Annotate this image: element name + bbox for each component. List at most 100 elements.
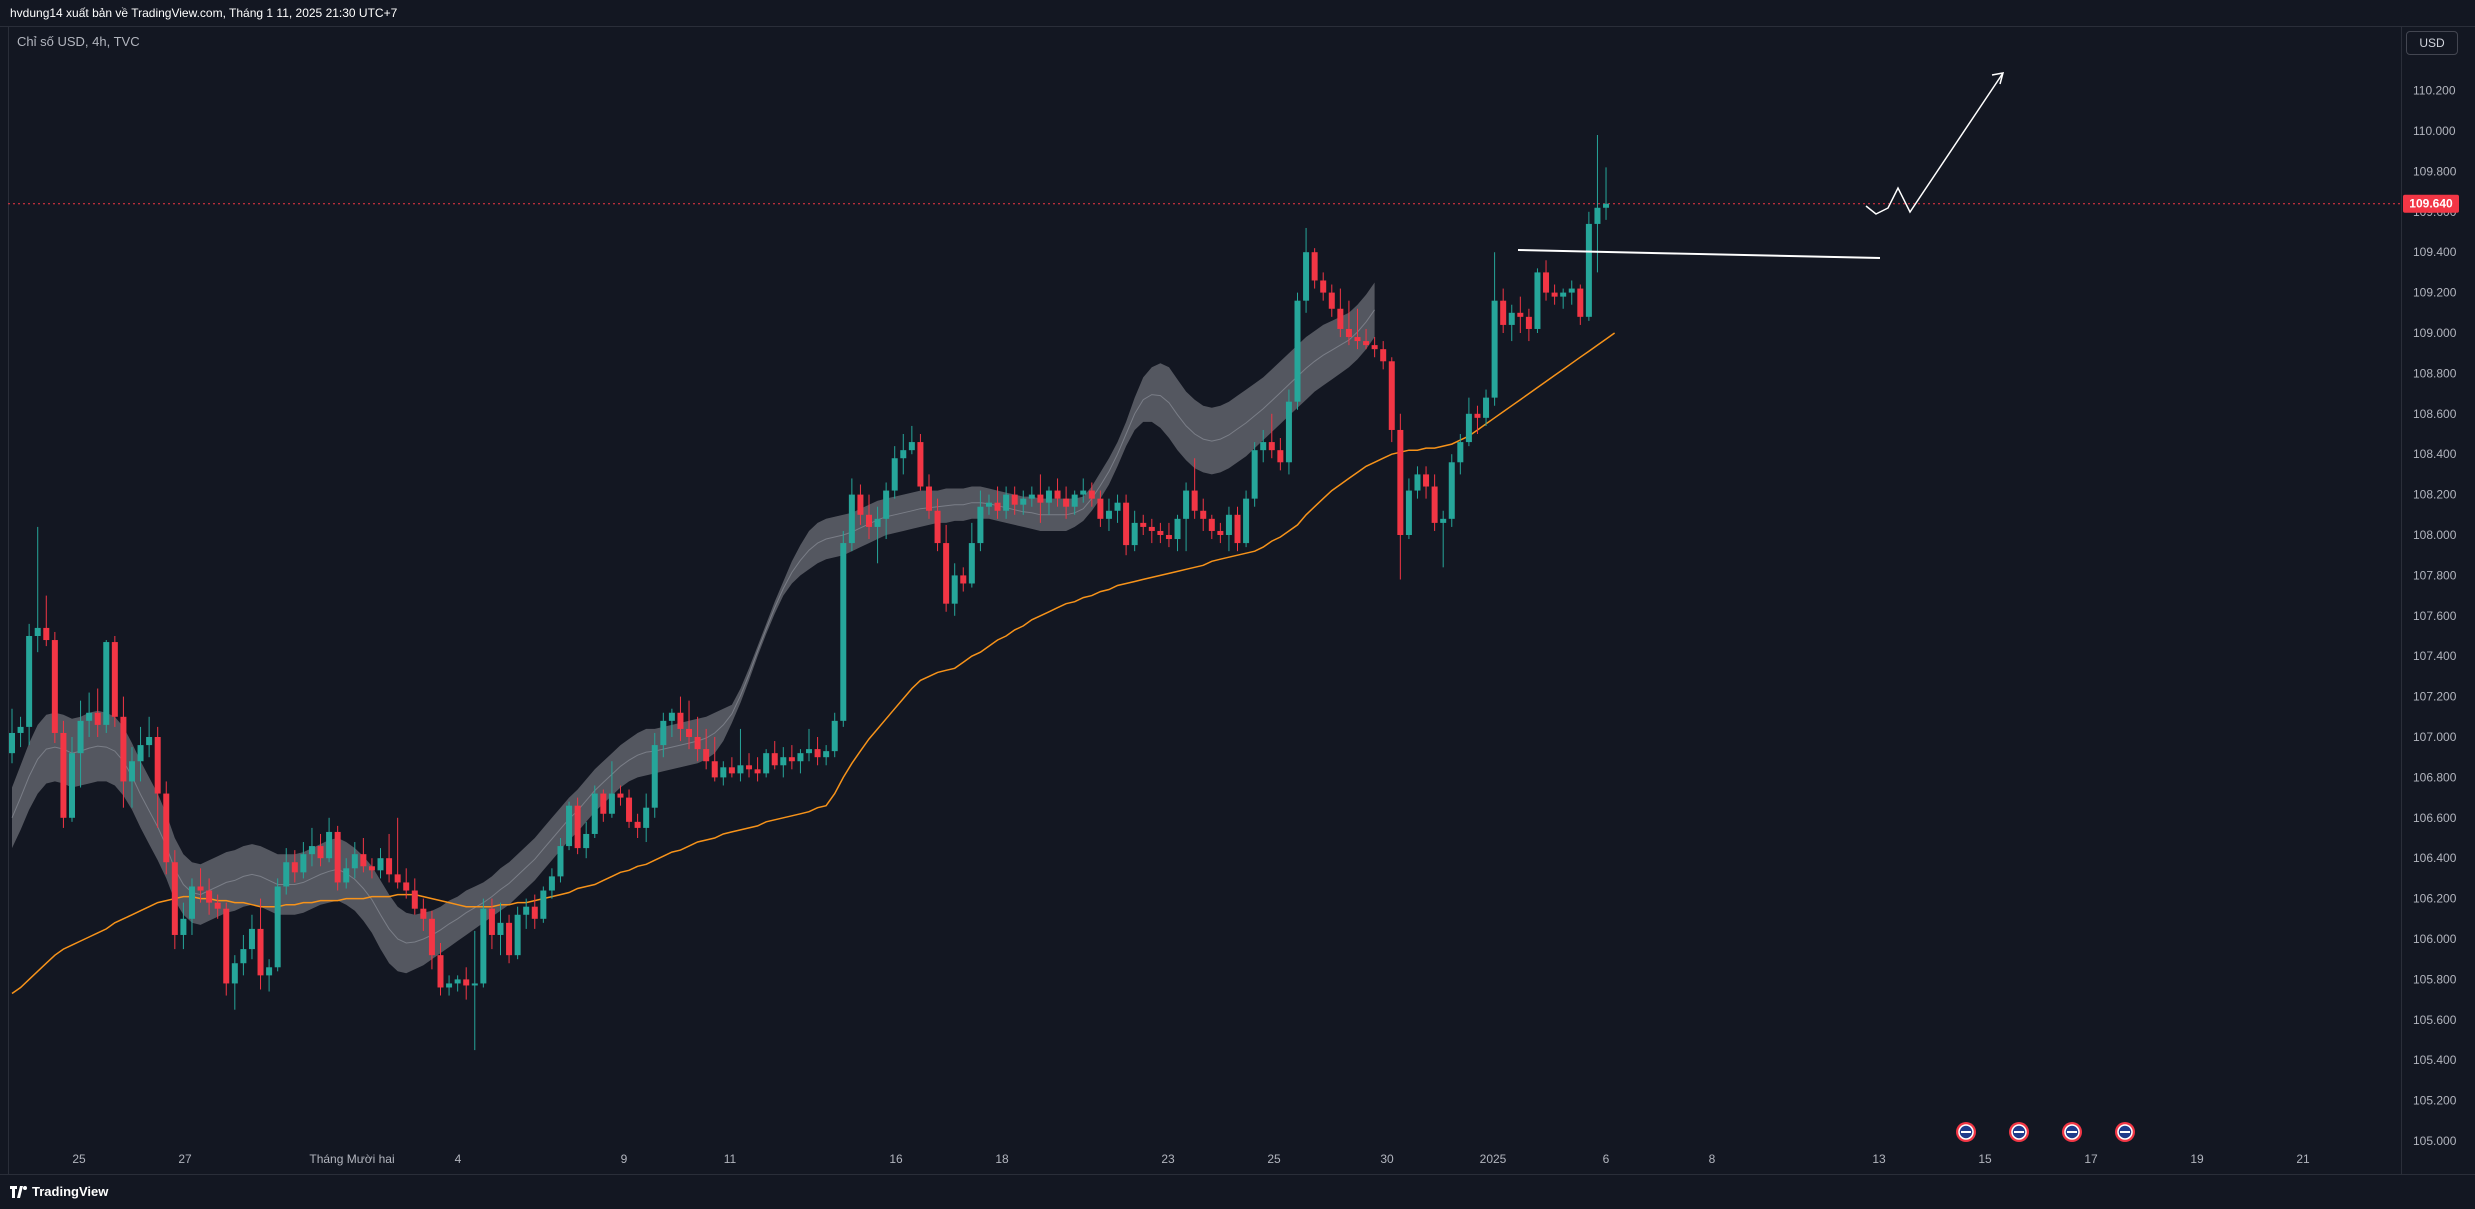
candle — [806, 728, 813, 762]
candle-body — [1594, 207, 1601, 224]
candle — [1165, 522, 1172, 548]
candle-body — [411, 890, 418, 909]
candle-body — [985, 502, 992, 507]
candle-body — [1457, 442, 1464, 463]
y-tick-label: 105.600 — [2413, 1013, 2457, 1027]
candle-body — [908, 442, 915, 451]
candle — [591, 785, 598, 838]
y-tick-label: 109.400 — [2413, 245, 2457, 259]
candle — [386, 833, 393, 883]
candle-body — [1105, 510, 1112, 519]
candle-body — [1328, 292, 1335, 309]
us-flag-event-icon[interactable] — [2115, 1122, 2135, 1142]
candle-body — [1028, 494, 1035, 499]
candle-body — [1183, 490, 1190, 519]
candle — [514, 906, 521, 960]
candle — [540, 886, 547, 923]
y-tick-label: 109.000 — [2413, 326, 2457, 340]
candle-body — [197, 886, 204, 891]
candle-body — [797, 753, 804, 762]
y-tick-label: 107.400 — [2413, 649, 2457, 663]
candle-body — [1063, 498, 1070, 507]
candle — [291, 850, 298, 883]
candle-body — [1003, 494, 1010, 511]
candle — [1500, 288, 1507, 333]
candle-body — [480, 908, 487, 984]
candle — [548, 868, 555, 899]
candle-body — [214, 902, 221, 909]
candle — [214, 894, 221, 919]
candle-body — [1277, 450, 1284, 463]
candle — [1483, 389, 1490, 426]
candle — [874, 506, 881, 564]
candle — [1037, 474, 1044, 523]
candle-body — [574, 805, 581, 849]
candle-body — [1534, 272, 1541, 329]
band-area — [12, 282, 1375, 974]
candle — [891, 446, 898, 499]
candle-body — [1585, 223, 1592, 317]
candle — [197, 868, 204, 903]
candle-body — [634, 821, 641, 828]
candle-body — [1603, 203, 1610, 208]
candle — [968, 522, 975, 588]
candle-body — [1423, 474, 1430, 487]
candle — [1088, 482, 1095, 507]
candle-body — [1363, 341, 1370, 346]
us-flag-event-icon[interactable] — [2062, 1122, 2082, 1142]
x-tick-label: 16 — [889, 1152, 903, 1166]
candle — [223, 902, 230, 996]
candle — [925, 474, 932, 519]
candle — [1063, 486, 1070, 519]
candle — [111, 636, 118, 727]
price-axis[interactable]: 110.200110.000109.800109.600109.400109.2… — [2403, 84, 2459, 1148]
candle — [823, 745, 830, 766]
currency-button[interactable]: USD — [2406, 31, 2458, 55]
candle — [951, 563, 958, 616]
candle-body — [1337, 308, 1344, 329]
candle-body — [754, 769, 761, 774]
symbol-legend[interactable]: Chỉ số USD, 4h, TVC — [17, 34, 140, 49]
us-flag-event-icon[interactable] — [2009, 1122, 2029, 1142]
candle — [848, 478, 855, 552]
candle — [651, 732, 658, 818]
time-axis[interactable]: 25 27 Tháng Mười hai 4 9 11 16 18 23 25 30 2025 6 8 13… — [72, 1152, 2310, 1166]
economic-events[interactable] — [1956, 1122, 2135, 1142]
candle-body — [1397, 429, 1404, 535]
candle — [1303, 227, 1310, 313]
candle-body — [746, 765, 753, 770]
candle-body — [1448, 462, 1455, 519]
candle — [1585, 211, 1592, 321]
candle-body — [68, 753, 75, 818]
candle-body — [848, 494, 855, 544]
candle — [1208, 514, 1215, 540]
candle-body — [17, 726, 24, 733]
candle-body — [831, 720, 838, 752]
y-tick-label: 110.000 — [2413, 124, 2456, 138]
candle-body — [1440, 518, 1447, 523]
user-drawings[interactable] — [1517, 72, 2005, 259]
tradingview-brand[interactable]: TradingView — [10, 1184, 108, 1199]
candle — [1577, 284, 1584, 325]
us-flag-event-icon[interactable] — [1956, 1122, 1976, 1142]
candle-body — [128, 761, 135, 782]
candle — [266, 959, 273, 992]
candle-body — [9, 732, 15, 754]
candle-body — [1114, 502, 1121, 511]
candle-body — [608, 793, 615, 814]
candle-body — [1165, 535, 1172, 540]
candle — [488, 898, 495, 950]
candle — [583, 821, 590, 859]
candle — [934, 498, 941, 552]
candle — [1071, 490, 1078, 515]
last-price-tag: 109.640 — [2403, 194, 2459, 213]
y-tick-label: 108.200 — [2413, 488, 2457, 502]
candle — [300, 842, 307, 879]
candle-body — [1045, 490, 1052, 503]
candle — [1405, 478, 1412, 540]
candle — [1594, 135, 1601, 273]
candle — [1028, 486, 1035, 507]
candle — [617, 785, 624, 806]
candle-body — [231, 963, 238, 984]
